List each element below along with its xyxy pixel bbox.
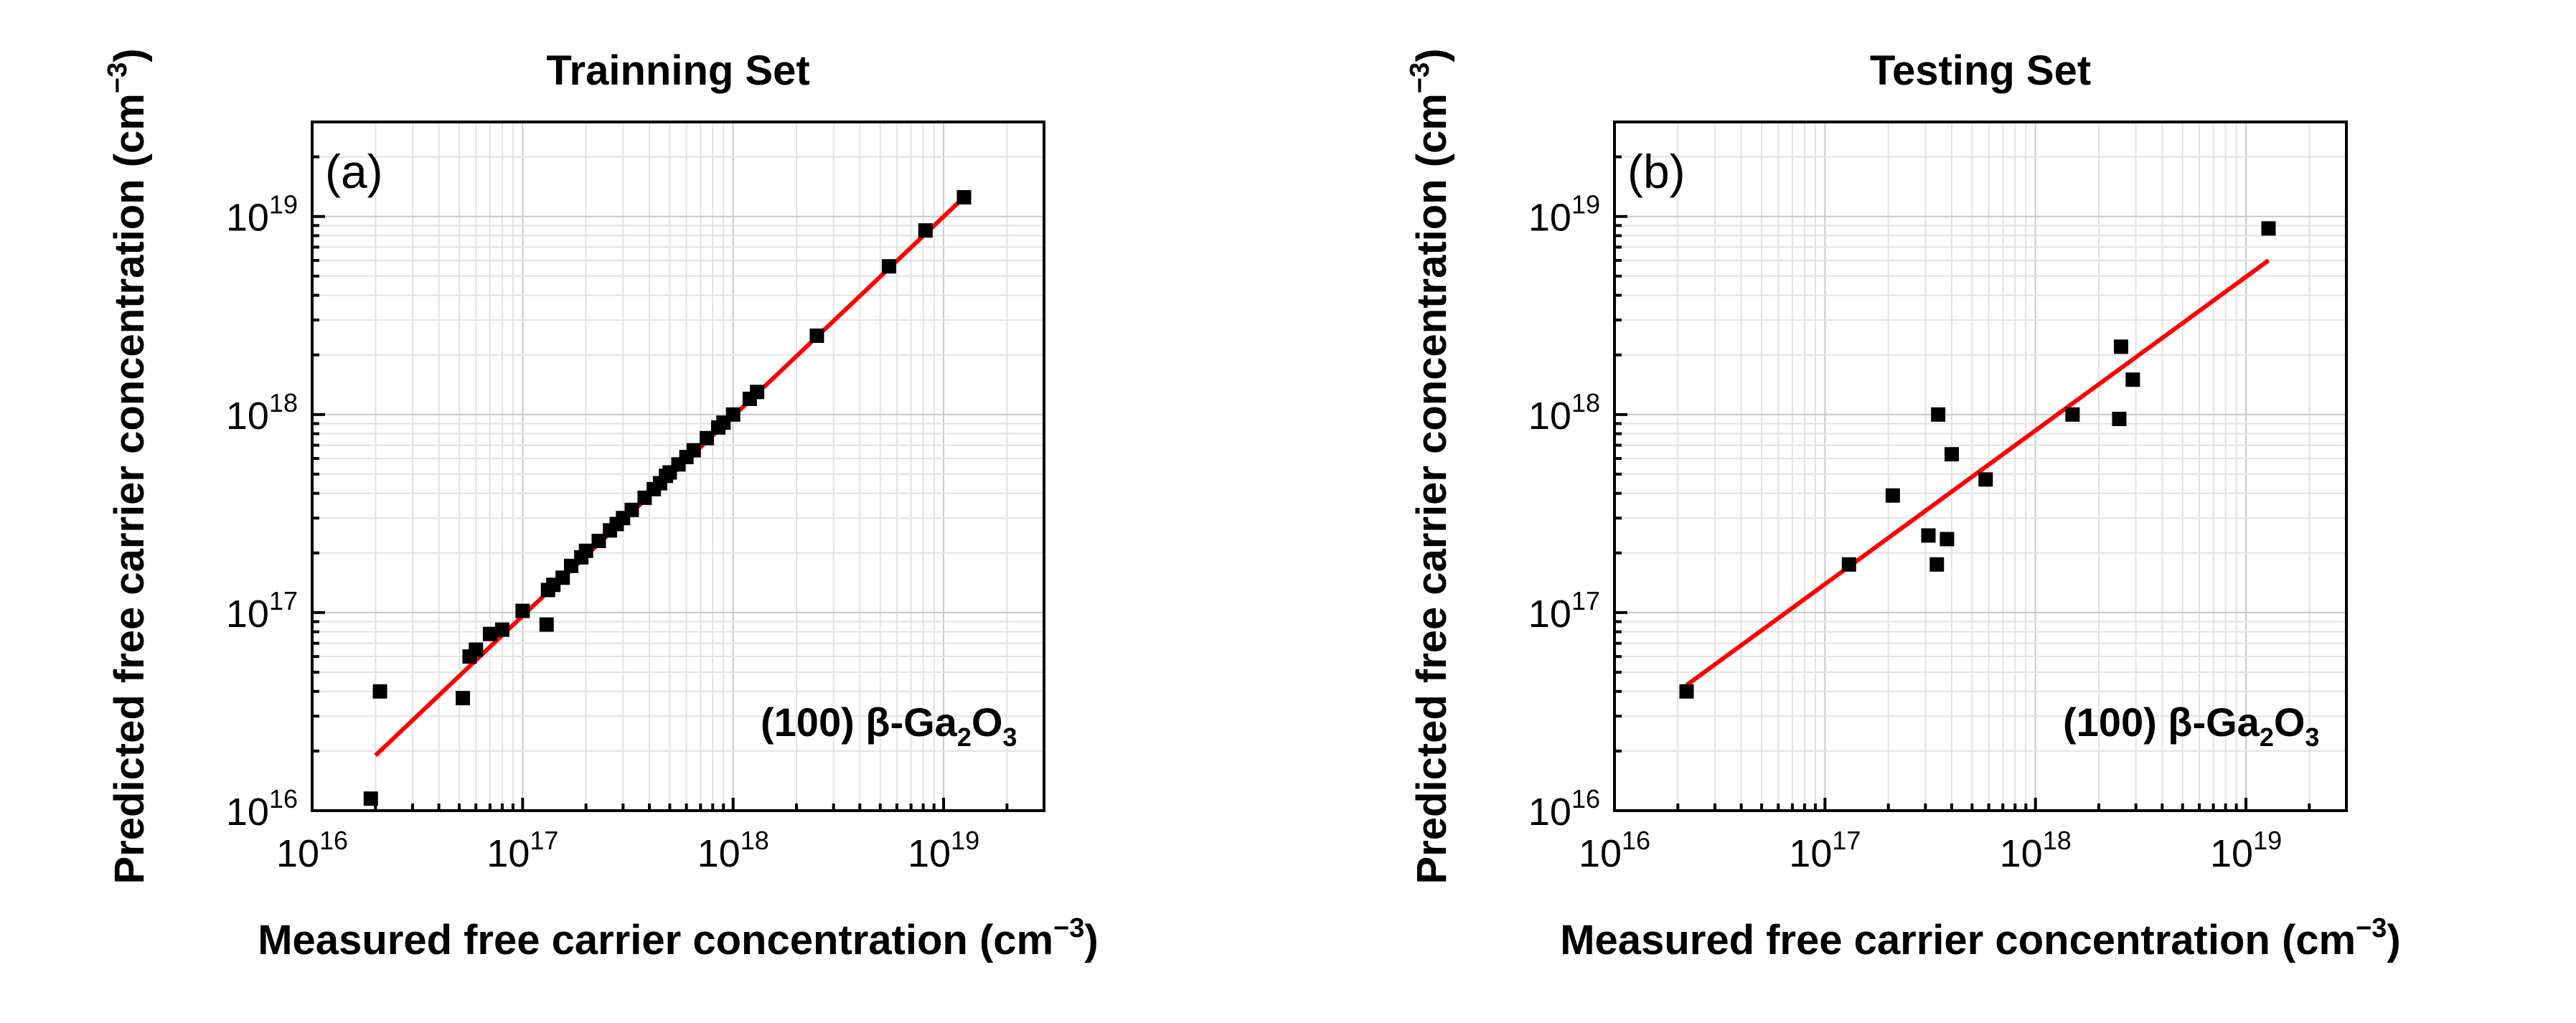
- annotation-b-mid: O: [2274, 699, 2305, 745]
- data-point-a-11: [555, 570, 570, 585]
- annotation-a-sub1: 2: [957, 722, 972, 752]
- annotation-a-mid: O: [972, 699, 1003, 745]
- y-tick-label-b-0: 1016: [1528, 784, 1600, 834]
- y-axis-label-a-close: ): [106, 48, 153, 62]
- panel-a: Trainning Set (a) (100) β-Ga2O3 Measured…: [103, 47, 1099, 963]
- x-tick-label-b-2: 1018: [2000, 826, 2072, 875]
- plot-frame-b: [1613, 121, 2348, 812]
- panel-label-a: (a): [325, 145, 383, 198]
- y-tick-label-a-2: 1018: [226, 388, 298, 438]
- x-axis-label-b-text: Measured free carrier concentration (cm: [1560, 917, 2356, 963]
- y-axis-label-a-text: Predicted free carrier concentration (cm: [106, 93, 153, 884]
- y-axis-label-b-close: ): [1409, 48, 1455, 62]
- panel-label-b: (b): [1627, 145, 1686, 198]
- x-axis-label-b-sup: −3: [2356, 913, 2387, 943]
- x-tick-label-a-0: 1016: [276, 826, 348, 875]
- data-point-b-10: [2112, 411, 2127, 426]
- data-point-a-14: [578, 543, 593, 558]
- data-point-a-34: [809, 328, 824, 343]
- x-tick-label-b-0: 1016: [1579, 826, 1650, 875]
- ticks-b: [1613, 121, 2348, 812]
- x-tick-label-a-1: 1017: [486, 826, 558, 875]
- annotation-a: (100) β-Ga2O3: [761, 699, 1017, 752]
- plot-frame-a: [311, 121, 1045, 812]
- data-point-a-33: [750, 385, 765, 400]
- data-point-b-12: [2125, 372, 2140, 387]
- x-axis-label-b: Measured free carrier concentration (cm−…: [1560, 913, 2401, 963]
- data-point-a-28: [700, 430, 715, 446]
- fit-line-b-group: [1685, 258, 2270, 687]
- data-point-a-19: [624, 502, 639, 517]
- x-tick-label-a-2: 1018: [697, 826, 769, 875]
- data-point-a-31: [725, 407, 741, 422]
- y-tick-label-a-0: 1016: [226, 784, 298, 834]
- x-tick-label-b-3: 1019: [2210, 826, 2282, 875]
- data-points-a: [363, 189, 972, 806]
- data-point-a-15: [591, 534, 606, 549]
- x-axis-label-b-close: ): [2387, 917, 2400, 963]
- data-point-a-8: [539, 617, 554, 632]
- y-axis-label-b-text: Predicted free carrier concentration (cm: [1409, 93, 1455, 884]
- grid-a: [311, 121, 1045, 811]
- x-tick-label-b-1: 1017: [1789, 826, 1861, 875]
- annotation-b-sub1: 2: [2260, 722, 2274, 752]
- annotation-b-prefix: (100) β-Ga: [2063, 699, 2260, 745]
- x-axis-label-a: Measured free carrier concentration (cm−…: [258, 913, 1099, 963]
- fit-line-b: [1685, 258, 2270, 687]
- y-tick-label-b-2: 1018: [1528, 388, 1600, 438]
- annotation-a-prefix: (100) β-Ga: [761, 699, 958, 745]
- annotation-a-sub2: 3: [1002, 722, 1017, 752]
- y-tick-label-b-1: 1017: [1528, 586, 1600, 636]
- data-point-a-7: [515, 603, 530, 618]
- data-point-b-0: [1679, 684, 1694, 699]
- chart-title-b: Testing Set: [1870, 47, 2091, 94]
- data-point-b-6: [1940, 532, 1955, 547]
- x-tick-label-a-3: 1019: [908, 826, 979, 875]
- data-point-b-13: [2261, 221, 2276, 236]
- y-axis-label-b: Predicted free carrier concentration (cm…: [1405, 48, 1455, 884]
- data-point-a-6: [494, 622, 509, 637]
- data-point-a-27: [686, 443, 701, 458]
- annotation-b: (100) β-Ga2O3: [2063, 699, 2319, 752]
- data-point-b-11: [2113, 339, 2128, 354]
- x-axis-label-a-text: Measured free carrier concentration (cm: [258, 917, 1053, 963]
- data-point-b-4: [1929, 557, 1945, 572]
- data-point-a-36: [918, 223, 933, 238]
- data-point-b-2: [1885, 488, 1900, 503]
- y-tick-label-b-3: 1019: [1528, 190, 1600, 240]
- data-point-a-35: [881, 259, 896, 274]
- data-point-a-5: [482, 626, 497, 641]
- data-point-b-9: [2065, 407, 2080, 422]
- panel-b: Testing Set (b) (100) β-Ga2O3 Measured f…: [1405, 47, 2401, 963]
- data-point-a-2: [456, 691, 471, 706]
- data-point-b-5: [1931, 407, 1946, 422]
- chart-title-a: Trainning Set: [546, 47, 809, 94]
- y-axis-label-a: Predicted free carrier concentration (cm…: [103, 48, 153, 884]
- x-axis-label-a-close: ): [1084, 917, 1098, 963]
- data-point-b-7: [1944, 447, 1959, 462]
- annotation-b-sub2: 3: [2305, 722, 2319, 752]
- x-axis-label-a-sup: −3: [1053, 913, 1084, 943]
- y-axis-label-b-sup: −3: [1405, 62, 1435, 93]
- data-point-b-3: [1921, 528, 1936, 543]
- y-tick-label-a-3: 1019: [226, 190, 298, 240]
- data-point-a-0: [363, 791, 378, 806]
- data-point-a-37: [956, 189, 972, 204]
- ticks-a: [311, 121, 1045, 812]
- y-tick-label-a-1: 1017: [226, 586, 298, 636]
- data-point-a-4: [469, 642, 484, 657]
- data-point-b-1: [1841, 557, 1856, 572]
- data-points-b: [1679, 221, 2276, 699]
- data-point-b-8: [1978, 472, 1993, 487]
- y-axis-label-a-sup: −3: [103, 62, 133, 93]
- data-point-a-1: [372, 684, 387, 699]
